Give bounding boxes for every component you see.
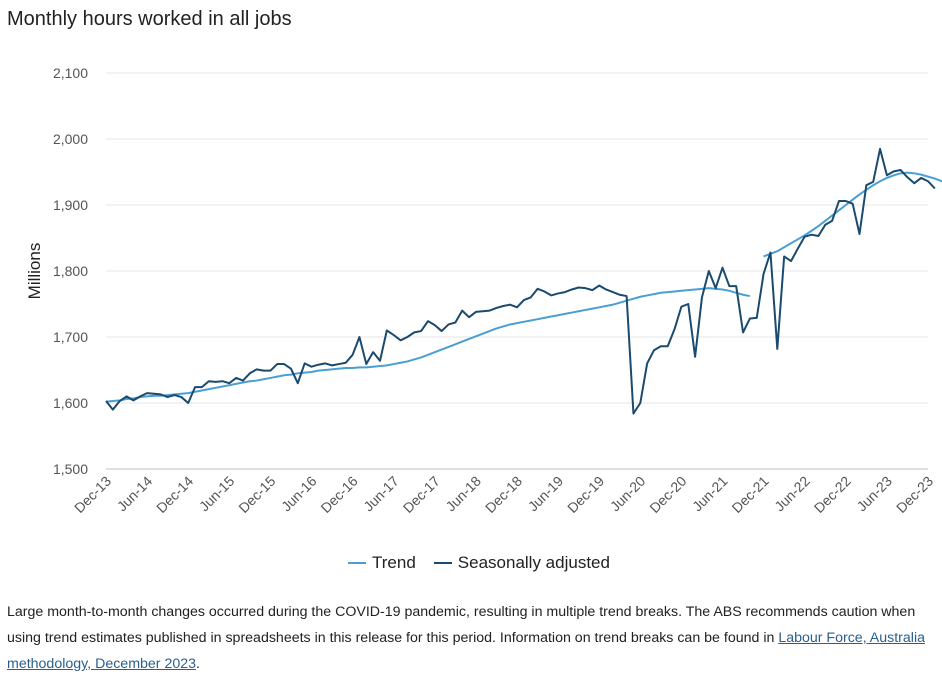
x-tick-label: Dec-19 — [564, 473, 607, 516]
y-tick-label: 2,100 — [53, 65, 88, 81]
chart-title: Monthly hours worked in all jobs — [7, 8, 292, 30]
x-tick-label: Dec-17 — [400, 473, 443, 516]
x-tick-label: Jun-22 — [771, 473, 813, 515]
line-chart: 1,500 1,600 1,700 1,800 1,900 2,000 2,100 Milli… — [25, 65, 942, 516]
x-tick-label: Jun-16 — [278, 473, 320, 515]
x-tick-label: Dec-16 — [317, 473, 360, 516]
x-tick-label: Jun-14 — [114, 473, 156, 515]
chart-footnote: Large month-to-month changes occurred du… — [7, 599, 932, 677]
x-tick-label: Dec-18 — [482, 473, 525, 516]
x-tick-label: Dec-14 — [153, 473, 196, 516]
x-tick-label: Jun-17 — [360, 473, 402, 515]
x-tick-label: Dec-22 — [811, 473, 854, 516]
y-tick-label: 1,900 — [53, 197, 88, 213]
y-tick-label: 1,500 — [53, 461, 88, 477]
y-tick-label: 1,600 — [53, 395, 88, 411]
x-tick-label: Jun-21 — [689, 473, 731, 515]
footnote-end: . — [196, 656, 200, 672]
trend-line-segment-1 — [105, 287, 751, 403]
x-tick-label: Dec-13 — [71, 473, 114, 516]
x-tick-label: Jun-15 — [196, 473, 238, 515]
methodology-link[interactable]: Labour Force, Australia methodology, Dec… — [7, 630, 925, 672]
x-tick-label: Dec-15 — [235, 473, 278, 516]
seasonally-adjusted-swatch — [433, 562, 452, 564]
y-axis-title: Millions — [25, 243, 44, 300]
y-tick-label: 2,000 — [53, 131, 88, 147]
seasonally-adjusted-line — [105, 147, 936, 415]
x-tick-label: Dec-21 — [728, 473, 771, 516]
legend-label-seasonally-adjusted: Seasonally adjusted — [457, 553, 610, 572]
x-tick-label: Jun-19 — [525, 473, 567, 515]
x-tick-label: Jun-23 — [853, 473, 895, 515]
y-tick-label: 1,800 — [53, 263, 88, 279]
trend-line-segment-2 — [763, 171, 942, 258]
x-tick-label: Dec-23 — [893, 473, 936, 516]
x-tick-label: Jun-18 — [442, 473, 484, 515]
legend-label-trend: Trend — [372, 553, 416, 572]
y-tick-label: 1,700 — [53, 329, 88, 345]
legend-item-seasonally-adjusted[interactable]: Seasonally adjusted — [433, 553, 610, 573]
x-tick-label: Dec-20 — [646, 473, 689, 516]
x-tick-label: Jun-20 — [607, 473, 649, 515]
chart-legend: Trend Seasonally adjusted — [0, 553, 942, 573]
footnote-text: Large month-to-month changes occurred du… — [7, 604, 916, 646]
trend-swatch — [348, 562, 367, 564]
legend-item-trend[interactable]: Trend — [348, 553, 416, 573]
